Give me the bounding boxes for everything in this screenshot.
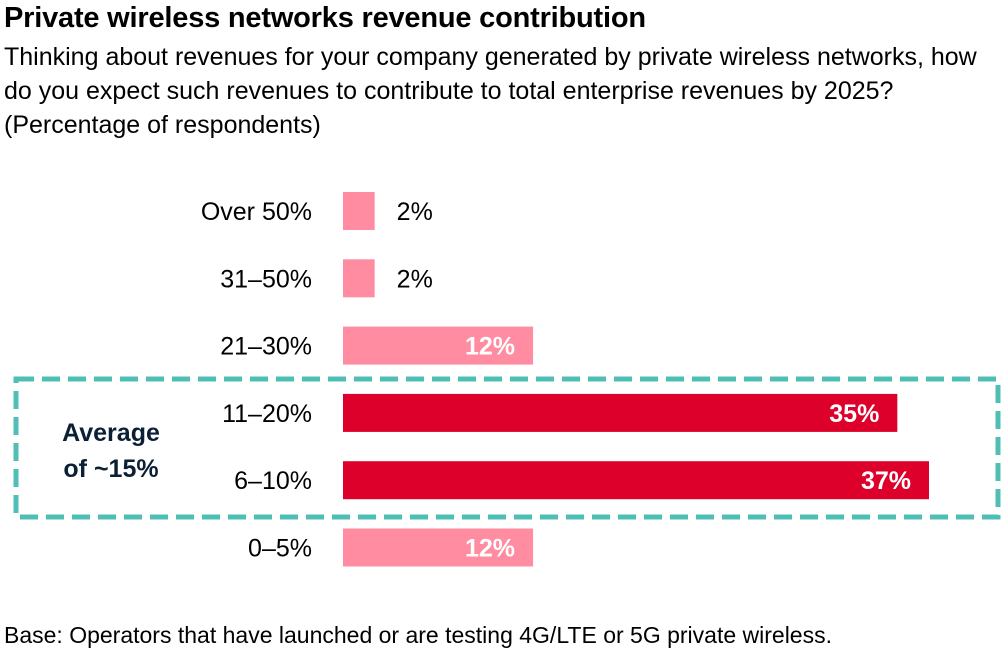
bar	[343, 461, 929, 500]
category-label: Over 50%	[201, 198, 312, 226]
bar	[343, 393, 898, 432]
bar	[343, 259, 375, 298]
bar-row: 31–50% 2%	[220, 259, 433, 298]
bar-row: Over 50% 2%	[201, 192, 433, 230]
value-label: 2%	[397, 198, 433, 226]
bar-row: 21–30% 12%	[220, 326, 534, 365]
category-label: 31–50%	[220, 265, 312, 293]
value-label: 2%	[397, 265, 433, 293]
category-label: 6–10%	[234, 467, 312, 495]
chart-subtitle: Thinking about revenues for your company…	[4, 43, 977, 139]
bar	[343, 528, 534, 567]
average-annotation-box	[13, 376, 1001, 520]
bar-row: 0–5% 12%	[248, 528, 534, 567]
value-label: 35%	[829, 400, 879, 428]
bar	[343, 326, 534, 365]
category-label: 21–30%	[220, 333, 312, 361]
category-label: 11–20%	[222, 400, 312, 428]
bars-layer: Over 50% 2% 31–50% 2% 21–30% 12% 11–20% 35% 6–10…	[201, 192, 929, 567]
average-annotation-line-2: of ~15%	[63, 455, 158, 483]
average-annotation-line-1: Average	[62, 419, 160, 447]
value-label: 37%	[861, 467, 911, 495]
bar-row: 11–20% 35%	[222, 393, 898, 432]
bar-row: 6–10% 37%	[234, 461, 929, 500]
footnote: Base: Operators that have launched or ar…	[4, 622, 832, 648]
category-label: 0–5%	[248, 535, 312, 563]
bar	[343, 192, 375, 230]
value-label: 12%	[465, 535, 515, 563]
chart-title: Private wireless networks revenue contri…	[4, 2, 646, 34]
value-label: 12%	[465, 333, 515, 361]
